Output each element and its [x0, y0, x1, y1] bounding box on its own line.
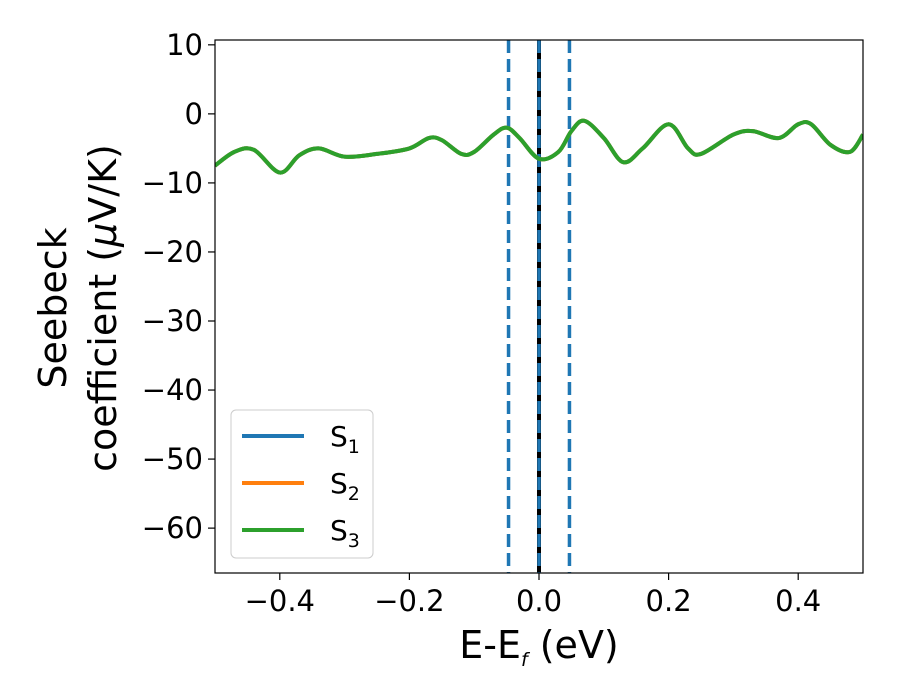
- y-axis-title-mu: μ: [81, 223, 125, 248]
- y-axis-title-line1: Seebeck: [31, 227, 75, 388]
- x-tick-label: −0.2: [374, 584, 444, 618]
- y-tick-label: −60: [142, 511, 203, 545]
- x-axis-title-sub: f: [521, 649, 531, 671]
- legend-label-s2: S2: [330, 467, 360, 505]
- x-axis-title-unit: (eV): [528, 623, 619, 667]
- y-tick-label: −40: [142, 373, 203, 407]
- legend-label-s1: S1: [330, 420, 360, 458]
- x-axis-title-main: E-E: [459, 623, 521, 667]
- x-axis-title: E-Ef (eV): [459, 623, 619, 671]
- y-axis-title-unit: V/K): [81, 144, 125, 223]
- y-tick-label: −50: [142, 442, 203, 476]
- x-tick-label: 0.2: [646, 584, 692, 618]
- x-tick-label: −0.4: [245, 584, 315, 618]
- y-axis-title-line2: coefficient (μV/K): [81, 144, 125, 472]
- series-line-s3: [215, 118, 863, 175]
- y-tick-label: 10: [166, 28, 203, 62]
- x-tick-label: 0.4: [775, 584, 821, 618]
- y-tick-label: −20: [142, 235, 203, 269]
- y-tick-label: −10: [142, 166, 203, 200]
- y-tick-label: −30: [142, 304, 203, 338]
- y-axis-title-text: coefficient (: [81, 247, 125, 472]
- y-tick-label: 0: [185, 97, 203, 131]
- legend-label-s3: S3: [330, 514, 360, 552]
- legend: S1 S2 S3: [230, 409, 374, 559]
- x-tick-label: 0.0: [516, 584, 562, 618]
